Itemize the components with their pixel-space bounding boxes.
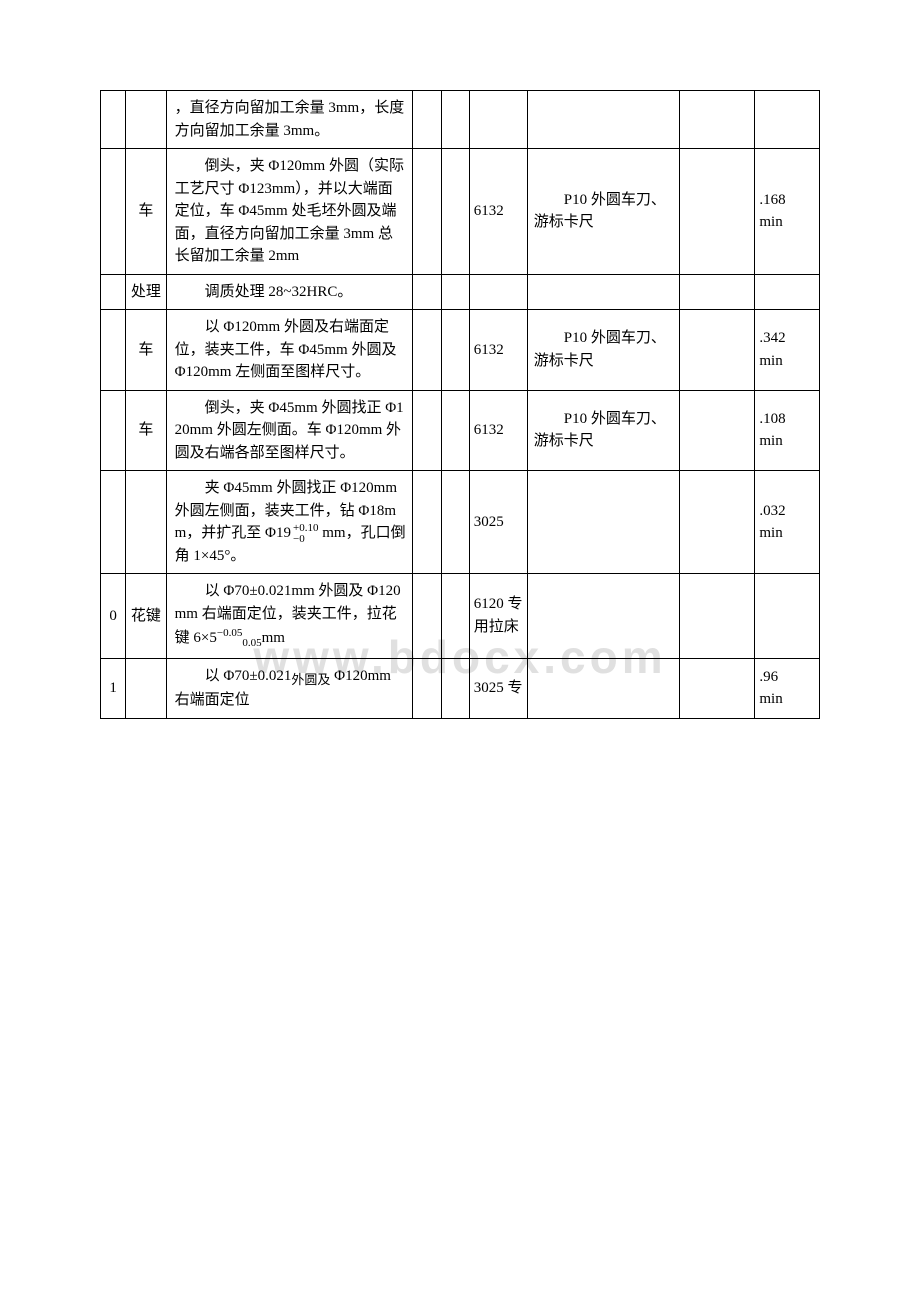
cell-c2: 倒头，夹 Φ45mm 外圆找正 Φ120mm 外圆左侧面。车 Φ120mm 外圆…	[166, 390, 412, 471]
cell-c8: .168min	[755, 149, 820, 275]
cell-c7	[679, 658, 755, 718]
cell-c8	[755, 274, 820, 310]
cell-c6	[527, 658, 679, 718]
cell-c2: 以 Φ70±0.021外圆及 Φ120mm 右端面定位	[166, 658, 412, 718]
table-row: 处理调质处理 28~32HRC。	[101, 274, 820, 310]
cell-c0: 1	[101, 658, 126, 718]
cell-c3	[412, 471, 442, 574]
cell-c8: .342min	[755, 310, 820, 391]
table-row: 车倒头，夹 Φ120mm 外圆（实际工艺尺寸 Φ123mm），并以大端面定位，车…	[101, 149, 820, 275]
cell-c5: 3025 专	[469, 658, 527, 718]
cell-c2: 以 Φ70±0.021mm 外圆及 Φ120mm 右端面定位，装夹工件，拉花键 …	[166, 574, 412, 659]
cell-c8	[755, 91, 820, 149]
cell-c4	[442, 310, 469, 391]
cell-c1	[126, 658, 166, 718]
cell-c5: 6132	[469, 149, 527, 275]
cell-c7	[679, 471, 755, 574]
cell-c6: P10 外圆车刀、游标卡尺	[527, 310, 679, 391]
cell-c5: 3025	[469, 471, 527, 574]
cell-c3	[412, 658, 442, 718]
cell-c7	[679, 274, 755, 310]
cell-c4	[442, 658, 469, 718]
cell-c5	[469, 91, 527, 149]
cell-c0	[101, 274, 126, 310]
cell-c8: .032min	[755, 471, 820, 574]
cell-c6	[527, 274, 679, 310]
table-row: ，直径方向留加工余量 3mm，长度方向留加工余量 3mm。	[101, 91, 820, 149]
cell-c0: 0	[101, 574, 126, 659]
cell-c5: 6120 专用拉床	[469, 574, 527, 659]
cell-c0	[101, 149, 126, 275]
cell-c6: P10 外圆车刀、游标卡尺	[527, 390, 679, 471]
cell-c1: 车	[126, 149, 166, 275]
cell-c1: 花键	[126, 574, 166, 659]
cell-c8: .96min	[755, 658, 820, 718]
table-row: 夹 Φ45mm 外圆找正 Φ120mm 外圆左侧面，装夹工件，钻 Φ18mm，并…	[101, 471, 820, 574]
cell-c1: 处理	[126, 274, 166, 310]
cell-c7	[679, 149, 755, 275]
process-table: ，直径方向留加工余量 3mm，长度方向留加工余量 3mm。车倒头，夹 Φ120m…	[100, 90, 820, 719]
cell-c5: 6132	[469, 310, 527, 391]
cell-c6	[527, 574, 679, 659]
cell-c2: 调质处理 28~32HRC。	[166, 274, 412, 310]
cell-c4	[442, 390, 469, 471]
cell-c3	[412, 91, 442, 149]
cell-c1: 车	[126, 390, 166, 471]
cell-c0	[101, 91, 126, 149]
cell-c2: ，直径方向留加工余量 3mm，长度方向留加工余量 3mm。	[166, 91, 412, 149]
table-row: 车倒头，夹 Φ45mm 外圆找正 Φ120mm 外圆左侧面。车 Φ120mm 外…	[101, 390, 820, 471]
cell-c5	[469, 274, 527, 310]
cell-c3	[412, 390, 442, 471]
cell-c8	[755, 574, 820, 659]
cell-c7	[679, 91, 755, 149]
cell-c0	[101, 310, 126, 391]
cell-c6	[527, 471, 679, 574]
cell-c6	[527, 91, 679, 149]
cell-c0	[101, 471, 126, 574]
cell-c4	[442, 471, 469, 574]
cell-c7	[679, 310, 755, 391]
cell-c3	[412, 274, 442, 310]
document-page: ，直径方向留加工余量 3mm，长度方向留加工余量 3mm。车倒头，夹 Φ120m…	[0, 0, 920, 759]
table-row: 车以 Φ120mm 外圆及右端面定位，装夹工件，车 Φ45mm 外圆及 Φ120…	[101, 310, 820, 391]
cell-c1: 车	[126, 310, 166, 391]
cell-c1	[126, 471, 166, 574]
cell-c1	[126, 91, 166, 149]
cell-c3	[412, 574, 442, 659]
cell-c6: P10 外圆车刀、游标卡尺	[527, 149, 679, 275]
cell-c3	[412, 310, 442, 391]
cell-c4	[442, 574, 469, 659]
cell-c8: .108min	[755, 390, 820, 471]
cell-c0	[101, 390, 126, 471]
cell-c2: 夹 Φ45mm 外圆找正 Φ120mm 外圆左侧面，装夹工件，钻 Φ18mm，并…	[166, 471, 412, 574]
cell-c7	[679, 574, 755, 659]
table-row: 1 以 Φ70±0.021外圆及 Φ120mm 右端面定位 3025 专 .96min	[101, 658, 820, 718]
cell-c2: 以 Φ120mm 外圆及右端面定位，装夹工件，车 Φ45mm 外圆及 Φ120m…	[166, 310, 412, 391]
cell-c5: 6132	[469, 390, 527, 471]
cell-c3	[412, 149, 442, 275]
cell-c4	[442, 91, 469, 149]
cell-c4	[442, 149, 469, 275]
table-row: 0花键以 Φ70±0.021mm 外圆及 Φ120mm 右端面定位，装夹工件，拉…	[101, 574, 820, 659]
cell-c7	[679, 390, 755, 471]
cell-c4	[442, 274, 469, 310]
cell-c2: 倒头，夹 Φ120mm 外圆（实际工艺尺寸 Φ123mm），并以大端面定位，车 …	[166, 149, 412, 275]
